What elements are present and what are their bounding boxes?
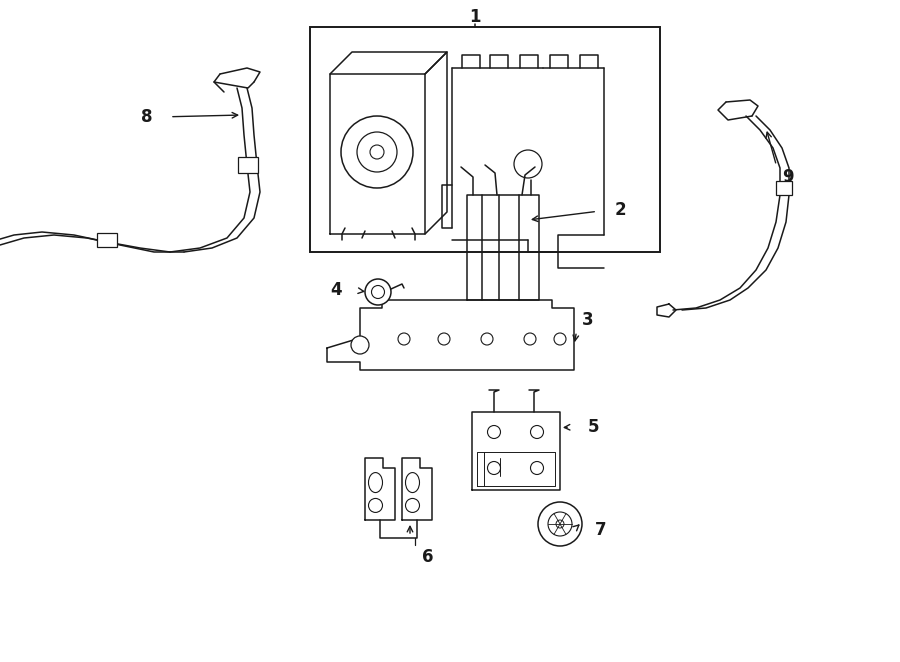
Circle shape: [341, 116, 413, 188]
Ellipse shape: [368, 473, 382, 493]
Circle shape: [530, 426, 544, 438]
Circle shape: [524, 333, 536, 345]
Text: 9: 9: [782, 168, 794, 186]
Circle shape: [438, 333, 450, 345]
Text: 1: 1: [469, 8, 481, 26]
Circle shape: [368, 498, 382, 512]
Circle shape: [406, 498, 419, 512]
Circle shape: [370, 145, 384, 159]
Circle shape: [481, 333, 493, 345]
Circle shape: [365, 279, 391, 305]
Circle shape: [372, 285, 384, 299]
Text: 2: 2: [615, 201, 626, 219]
Bar: [238, 157, 258, 173]
Text: 3: 3: [582, 311, 594, 329]
Text: 7: 7: [595, 521, 607, 539]
Circle shape: [556, 520, 564, 528]
Text: 5: 5: [588, 418, 599, 436]
Circle shape: [554, 333, 566, 345]
Circle shape: [548, 512, 572, 536]
Circle shape: [357, 132, 397, 172]
Text: 8: 8: [140, 108, 152, 126]
Bar: [776, 181, 792, 195]
Text: 4: 4: [330, 281, 342, 299]
Ellipse shape: [406, 473, 419, 493]
Circle shape: [530, 461, 544, 475]
Circle shape: [538, 502, 582, 546]
Bar: [97, 233, 117, 247]
Text: 6: 6: [422, 548, 434, 566]
Bar: [310, 27, 660, 252]
Circle shape: [488, 461, 500, 475]
Circle shape: [351, 336, 369, 354]
Circle shape: [398, 333, 410, 345]
Circle shape: [488, 426, 500, 438]
Circle shape: [514, 150, 542, 178]
